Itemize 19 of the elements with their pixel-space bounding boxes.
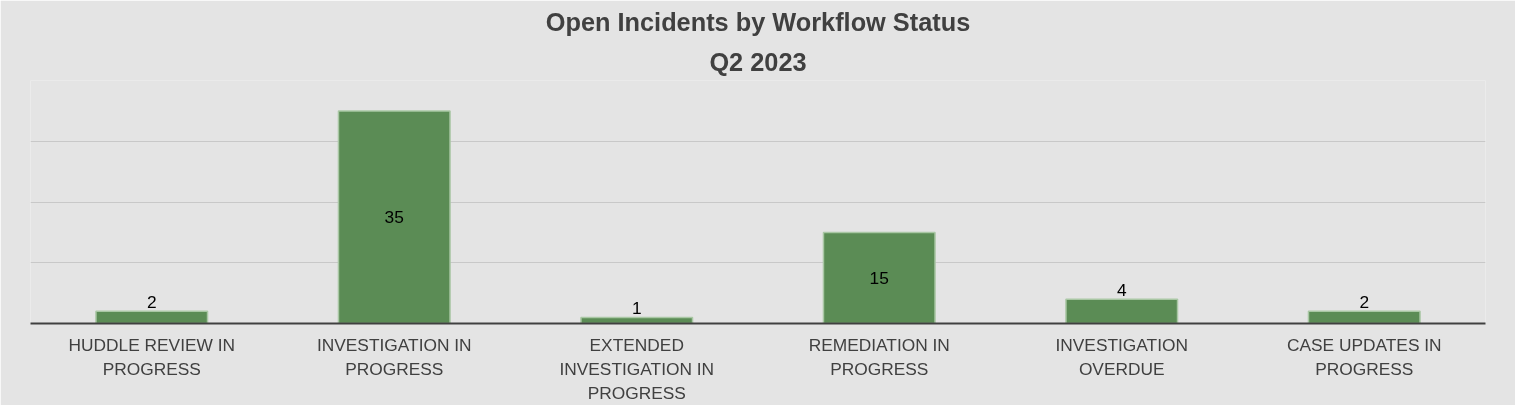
chart-title: Open Incidents by Workflow Status: [545, 7, 971, 36]
x-tick-label: CASE UPDATES IN PROGRESS: [1286, 334, 1442, 379]
x-tick-label: INVESTIGATION IN PROGRESS: [316, 334, 472, 379]
x-tick-label: INVESTIGATION OVERDUE: [1055, 334, 1189, 379]
bar: [95, 310, 209, 324]
data-label: 15: [869, 267, 889, 288]
chart-subtitle: Q2 2023: [709, 47, 807, 76]
data-label: 35: [384, 207, 404, 228]
bar: [1307, 310, 1421, 324]
data-label: 4: [1116, 280, 1127, 301]
bar: [1065, 298, 1179, 324]
data-label: 2: [1359, 292, 1370, 313]
x-tick-label: REMEDIATION IN PROGRESS: [808, 334, 950, 379]
bar: [822, 231, 936, 324]
data-label: 1: [631, 298, 642, 319]
bar: [337, 110, 451, 324]
x-tick-label: EXTENDED INVESTIGATION IN PROGRESS: [559, 334, 715, 403]
data-label: 2: [146, 292, 157, 313]
x-tick-label: HUDDLE REVIEW IN PROGRESS: [68, 334, 236, 379]
